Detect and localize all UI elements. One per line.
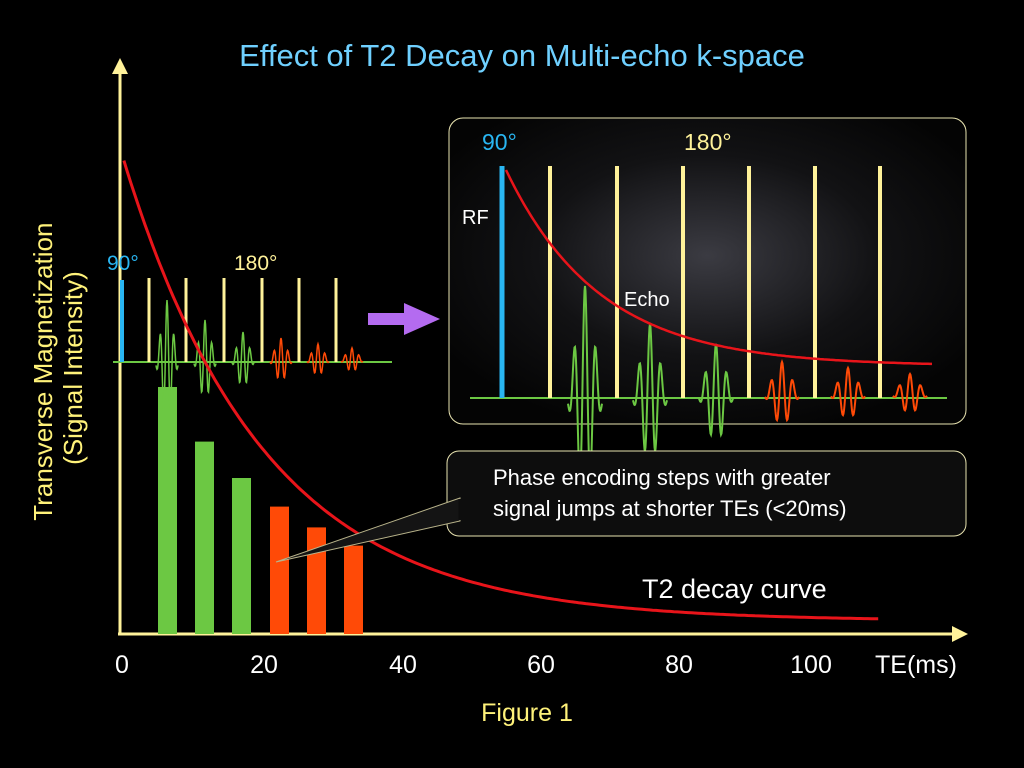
x-tick-label: 40 bbox=[389, 651, 417, 679]
bar-green bbox=[232, 478, 251, 634]
figure-caption: Figure 1 bbox=[481, 699, 573, 727]
decay-curve-label: T2 decay curve bbox=[642, 574, 827, 604]
small-180-pulses bbox=[147, 278, 338, 362]
inset-echo bbox=[567, 285, 603, 482]
y-axis-label: Transverse Magnetization (Signal Intensi… bbox=[28, 215, 88, 520]
inset-90-label: 90° bbox=[482, 129, 517, 155]
x-tick-label: 60 bbox=[527, 651, 555, 679]
inset-echo bbox=[892, 371, 928, 413]
small-echo bbox=[231, 331, 255, 385]
small-echo bbox=[193, 319, 217, 395]
small-echo bbox=[306, 341, 330, 374]
phase-encoding-bars bbox=[158, 387, 363, 634]
small-90-label: 90° bbox=[107, 252, 139, 275]
callout-text-line2: signal jumps at shorter TEs (<20ms) bbox=[493, 496, 847, 521]
chart-title: Effect of T2 Decay on Multi-echo k-space bbox=[239, 38, 805, 73]
small-echo bbox=[340, 345, 364, 371]
y-axis-arrowhead bbox=[112, 58, 128, 74]
callout-pointer bbox=[275, 497, 461, 563]
small-echo bbox=[155, 299, 179, 411]
inset-echo-label: Echo bbox=[624, 289, 670, 311]
inset-rf-label: RF bbox=[462, 207, 489, 229]
small-pulse-sequence: 90° 180° bbox=[107, 252, 392, 411]
x-axis-arrowhead bbox=[952, 626, 968, 642]
bar-orange bbox=[344, 545, 363, 634]
inset-echo bbox=[830, 365, 866, 418]
callout-text-line1: Phase encoding steps with greater bbox=[493, 465, 831, 490]
x-tick-label: 20 bbox=[250, 651, 278, 679]
bar-green bbox=[195, 441, 214, 634]
callout-box bbox=[446, 450, 967, 537]
x-tick-label: 100 bbox=[790, 651, 832, 679]
x-axis-unit-label: TE(ms) bbox=[875, 651, 957, 679]
y-axis-label-line2: (Signal Intensity) bbox=[58, 271, 88, 465]
t2-decay-curve bbox=[122, 160, 879, 621]
x-tick-label: 80 bbox=[665, 651, 693, 679]
callout: Phase encoding steps with greater signal… bbox=[275, 450, 967, 563]
inset-echo bbox=[764, 359, 800, 423]
inset-frame bbox=[448, 117, 967, 425]
small-180-label: 180° bbox=[234, 252, 277, 275]
zoom-arrow bbox=[368, 303, 440, 335]
y-axis-label-line1: Transverse Magnetization bbox=[28, 223, 58, 521]
small-echo bbox=[269, 337, 293, 379]
x-tick-labels: 0 20 40 60 80 100 bbox=[115, 651, 832, 679]
bar-orange bbox=[307, 527, 326, 634]
inset-180-label: 180° bbox=[684, 129, 732, 155]
bar-green bbox=[158, 387, 177, 634]
inset-panel: 90° 180° RF Echo bbox=[448, 117, 967, 482]
x-tick-label: 0 bbox=[115, 651, 129, 679]
bar-orange bbox=[270, 506, 289, 634]
inset-decay-curve bbox=[504, 169, 932, 366]
